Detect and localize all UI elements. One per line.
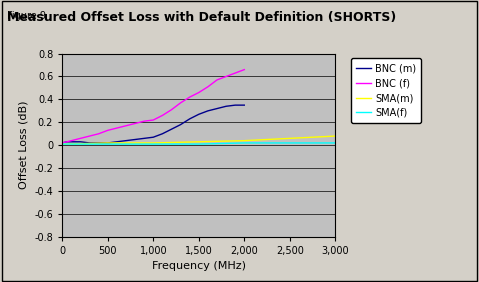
SMA(f) — [59, 142, 65, 146]
BNC (f) — [96, 132, 102, 135]
BNC (m) — [178, 123, 183, 126]
BNC (f) — [150, 118, 156, 122]
BNC (m) — [241, 103, 247, 107]
BNC (m) — [87, 141, 92, 145]
BNC (f) — [214, 78, 220, 81]
BNC (m) — [196, 113, 202, 116]
BNC (m) — [105, 141, 111, 145]
Text: Figure 9: Figure 9 — [7, 11, 46, 21]
BNC (m) — [187, 117, 193, 121]
BNC (m) — [214, 107, 220, 110]
BNC (f) — [160, 114, 165, 117]
X-axis label: Frequency (MHz): Frequency (MHz) — [152, 261, 246, 272]
Legend: BNC (m), BNC (f), SMA(m), SMA(f): BNC (m), BNC (f), SMA(m), SMA(f) — [351, 58, 422, 123]
BNC (m) — [169, 127, 174, 131]
SMA(f) — [196, 142, 202, 146]
BNC (m) — [150, 136, 156, 139]
BNC (f) — [68, 139, 74, 142]
SMA(m) — [59, 142, 65, 146]
Line: SMA(f): SMA(f) — [62, 143, 335, 144]
SMA(m) — [150, 141, 156, 145]
SMA(m) — [105, 141, 111, 145]
BNC (f) — [205, 85, 211, 89]
SMA(f) — [287, 141, 293, 145]
Y-axis label: Offset Loss (dB): Offset Loss (dB) — [19, 101, 29, 190]
BNC (m) — [123, 139, 129, 142]
SMA(m) — [332, 135, 338, 138]
BNC (m) — [132, 138, 138, 141]
Line: BNC (f): BNC (f) — [62, 70, 244, 143]
BNC (f) — [105, 129, 111, 132]
BNC (f) — [187, 95, 193, 99]
BNC (m) — [114, 140, 120, 144]
SMA(f) — [241, 141, 247, 145]
BNC (f) — [169, 108, 174, 111]
BNC (m) — [141, 137, 147, 140]
SMA(m) — [196, 140, 202, 144]
SMA(f) — [150, 142, 156, 146]
BNC (m) — [64, 140, 70, 144]
BNC (f) — [78, 137, 83, 140]
BNC (f) — [223, 75, 229, 78]
BNC (m) — [68, 140, 74, 144]
BNC (f) — [59, 141, 65, 145]
BNC (m) — [223, 105, 229, 108]
BNC (f) — [114, 126, 120, 130]
Line: BNC (m): BNC (m) — [62, 105, 244, 143]
Text: Measured Offset Loss with Default Definition (SHORTS): Measured Offset Loss with Default Defini… — [7, 11, 396, 24]
SMA(m) — [287, 137, 293, 140]
SMA(f) — [332, 141, 338, 145]
Line: SMA(m): SMA(m) — [62, 136, 335, 144]
SMA(m) — [241, 139, 247, 142]
BNC (m) — [96, 141, 102, 145]
BNC (m) — [78, 140, 83, 144]
BNC (f) — [178, 101, 183, 105]
SMA(f) — [105, 142, 111, 146]
BNC (m) — [205, 109, 211, 113]
BNC (m) — [160, 132, 165, 135]
BNC (f) — [123, 124, 129, 127]
BNC (f) — [141, 120, 147, 123]
BNC (m) — [59, 141, 65, 145]
BNC (f) — [87, 135, 92, 138]
BNC (f) — [196, 91, 202, 94]
BNC (f) — [241, 68, 247, 71]
BNC (m) — [232, 103, 238, 107]
BNC (f) — [132, 122, 138, 125]
BNC (f) — [232, 71, 238, 75]
BNC (f) — [64, 140, 70, 144]
